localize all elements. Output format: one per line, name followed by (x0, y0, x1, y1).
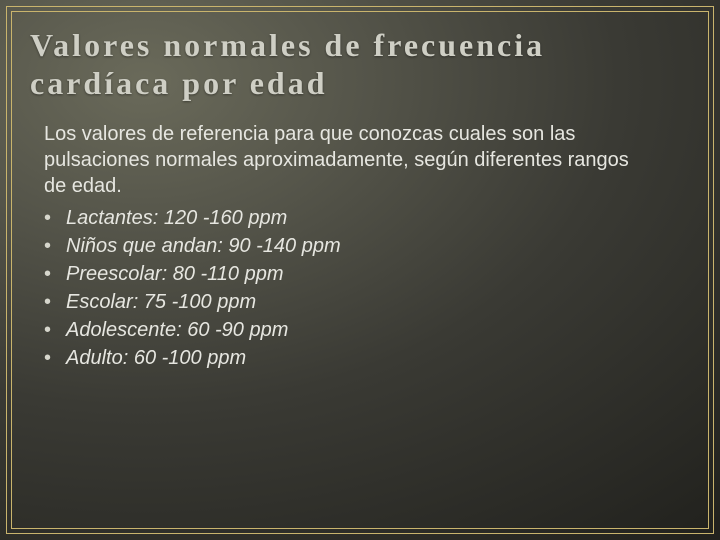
intro-text: Los valores de referencia para que conoz… (44, 121, 644, 199)
outer-frame: Valores normales de frecuencia cardíaca … (6, 6, 714, 534)
slide-body: Los valores de referencia para que conoz… (30, 121, 690, 371)
inner-frame: Valores normales de frecuencia cardíaca … (11, 11, 709, 529)
list-item: Adolescente: 60 -90 ppm (44, 317, 690, 343)
list-item: Adulto: 60 -100 ppm (44, 345, 690, 371)
slide-background: Valores normales de frecuencia cardíaca … (0, 0, 720, 540)
list-item: Preescolar: 80 -110 ppm (44, 261, 690, 287)
list-item: Escolar: 75 -100 ppm (44, 289, 690, 315)
bullet-list: Lactantes: 120 -160 ppm Niños que andan:… (44, 205, 690, 371)
list-item: Niños que andan: 90 -140 ppm (44, 233, 690, 259)
slide-title: Valores normales de frecuencia cardíaca … (30, 26, 690, 103)
list-item: Lactantes: 120 -160 ppm (44, 205, 690, 231)
